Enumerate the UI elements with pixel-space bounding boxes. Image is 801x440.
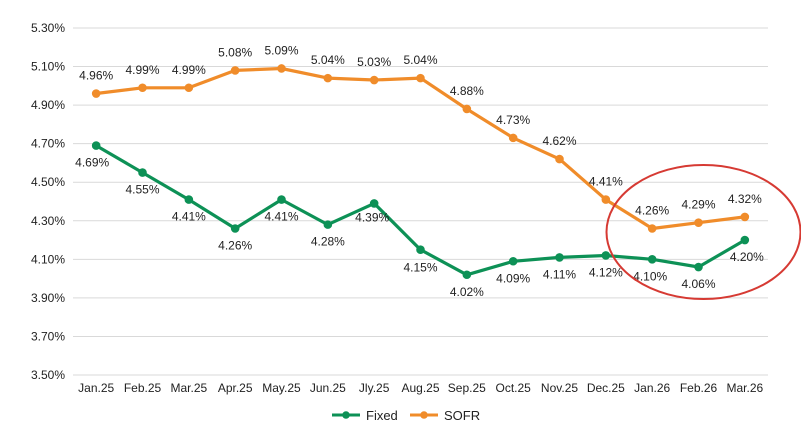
y-tick-label: 4.70% xyxy=(31,137,65,151)
data-label-fixed: 4.69% xyxy=(75,156,109,170)
data-label-sofr: 4.96% xyxy=(79,69,113,83)
data-label-fixed: 4.39% xyxy=(355,210,389,224)
data-point-sofr xyxy=(91,89,101,98)
data-point-sofr xyxy=(369,75,379,85)
data-point-fixed xyxy=(647,255,657,264)
legend-marker-fixed xyxy=(342,411,350,419)
x-tick-label: Jan.25 xyxy=(78,381,114,395)
data-label-fixed: 4.28% xyxy=(311,235,345,249)
data-point-sofr xyxy=(694,218,703,228)
data-label-sofr: 4.62% xyxy=(542,134,576,148)
data-label-sofr: 4.88% xyxy=(450,84,484,98)
data-point-sofr xyxy=(647,224,657,233)
x-tick-label: Sep.25 xyxy=(448,381,486,395)
data-point-fixed xyxy=(694,262,703,272)
x-tick-label: May.25 xyxy=(262,381,301,395)
y-tick-label: 3.50% xyxy=(31,368,65,382)
data-point-fixed xyxy=(277,195,286,204)
data-point-fixed xyxy=(416,245,425,254)
data-point-fixed xyxy=(462,270,472,280)
x-tick-label: Jly.25 xyxy=(359,381,390,395)
y-tick-label: 3.70% xyxy=(31,329,65,343)
data-label-fixed: 4.12% xyxy=(589,265,623,279)
y-tick-label: 5.30% xyxy=(31,21,65,35)
y-tick-label: 4.30% xyxy=(31,214,65,228)
data-label-fixed: 4.20% xyxy=(730,250,764,264)
data-point-sofr xyxy=(462,104,472,114)
data-label-fixed: 4.55% xyxy=(125,183,159,197)
x-axis-ticks: Jan.25 Feb.25 Mar.25 Apr.25 May.25 Jun.25 Jly.… xyxy=(78,381,763,395)
y-tick-label: 4.50% xyxy=(31,175,65,189)
data-label-fixed: 4.41% xyxy=(172,210,206,224)
y-tick-label: 3.90% xyxy=(31,291,65,305)
x-tick-label: Aug.25 xyxy=(401,381,439,395)
x-tick-label: Feb.25 xyxy=(124,381,162,395)
data-label-sofr: 4.32% xyxy=(728,192,762,206)
x-tick-label: Dec.25 xyxy=(587,381,625,395)
data-point-fixed xyxy=(369,199,379,208)
legend-label-fixed: Fixed xyxy=(366,408,398,423)
x-tick-label: Mar.25 xyxy=(170,381,207,395)
data-label-fixed: 4.09% xyxy=(496,271,530,285)
data-point-fixed xyxy=(555,253,564,262)
data-label-fixed: 4.10% xyxy=(633,269,667,283)
data-point-sofr xyxy=(277,64,286,73)
data-label-fixed: 4.02% xyxy=(450,285,484,299)
data-point-sofr xyxy=(740,212,750,222)
data-label-fixed: 4.06% xyxy=(681,277,715,291)
data-label-fixed: 4.15% xyxy=(403,261,437,275)
data-label-sofr: 4.29% xyxy=(681,198,715,212)
x-tick-label: Jan.26 xyxy=(634,381,670,395)
data-point-sofr xyxy=(601,195,611,204)
data-point-sofr xyxy=(416,73,425,83)
y-axis-ticks: 3.50% 3.70% 3.90% 4.10% 4.30% 4.50% 4.70% 4.90%… xyxy=(31,21,65,382)
data-label-sofr: 5.03% xyxy=(357,55,391,69)
data-label-sofr: 5.04% xyxy=(311,53,345,67)
data-label-sofr: 5.08% xyxy=(218,45,252,59)
x-tick-label: Jun.25 xyxy=(310,381,346,395)
y-tick-label: 5.10% xyxy=(31,60,65,74)
y-tick-label: 4.90% xyxy=(31,98,65,112)
data-label-sofr: 4.41% xyxy=(589,175,623,189)
data-point-sofr xyxy=(555,154,564,164)
data-label-sofr: 4.26% xyxy=(635,203,669,217)
gridlines xyxy=(73,27,768,376)
data-point-fixed xyxy=(91,141,101,150)
x-tick-label: Nov.25 xyxy=(541,381,578,395)
legend-marker-sofr xyxy=(420,411,428,419)
data-label-fixed: 4.11% xyxy=(543,267,576,281)
legend-label-sofr: SOFR xyxy=(444,408,480,423)
data-point-sofr xyxy=(138,83,147,93)
data-point-fixed xyxy=(601,251,611,260)
x-tick-label: Apr.25 xyxy=(218,381,253,395)
data-point-sofr xyxy=(184,83,194,93)
data-label-fixed: 4.26% xyxy=(218,238,252,252)
data-label-sofr: 5.09% xyxy=(264,43,298,57)
y-tick-label: 4.10% xyxy=(31,252,65,266)
data-point-sofr xyxy=(230,66,240,75)
data-label-sofr: 4.73% xyxy=(496,113,530,127)
legend: Fixed SOFR xyxy=(332,408,480,423)
data-point-sofr xyxy=(508,133,518,143)
data-label-fixed: 4.41% xyxy=(264,210,298,224)
data-point-fixed xyxy=(323,220,333,229)
x-tick-label: Feb.26 xyxy=(680,381,718,395)
data-point-fixed xyxy=(184,195,194,204)
data-label-sofr: 5.04% xyxy=(403,53,437,67)
data-point-fixed xyxy=(508,256,518,266)
data-point-fixed xyxy=(740,235,750,245)
data-labels: 4.69% 4.55% 4.41% 4.26% 4.41% 4.28% 4.39% 4.15%… xyxy=(75,43,764,298)
x-tick-label: Mar.26 xyxy=(726,381,763,395)
series-group xyxy=(91,64,750,280)
x-tick-label: Oct.25 xyxy=(495,381,531,395)
data-label-sofr: 4.99% xyxy=(125,63,159,77)
data-point-sofr xyxy=(323,73,333,83)
data-label-sofr: 4.99% xyxy=(172,63,206,77)
data-point-fixed xyxy=(230,224,240,233)
data-point-fixed xyxy=(138,168,147,177)
